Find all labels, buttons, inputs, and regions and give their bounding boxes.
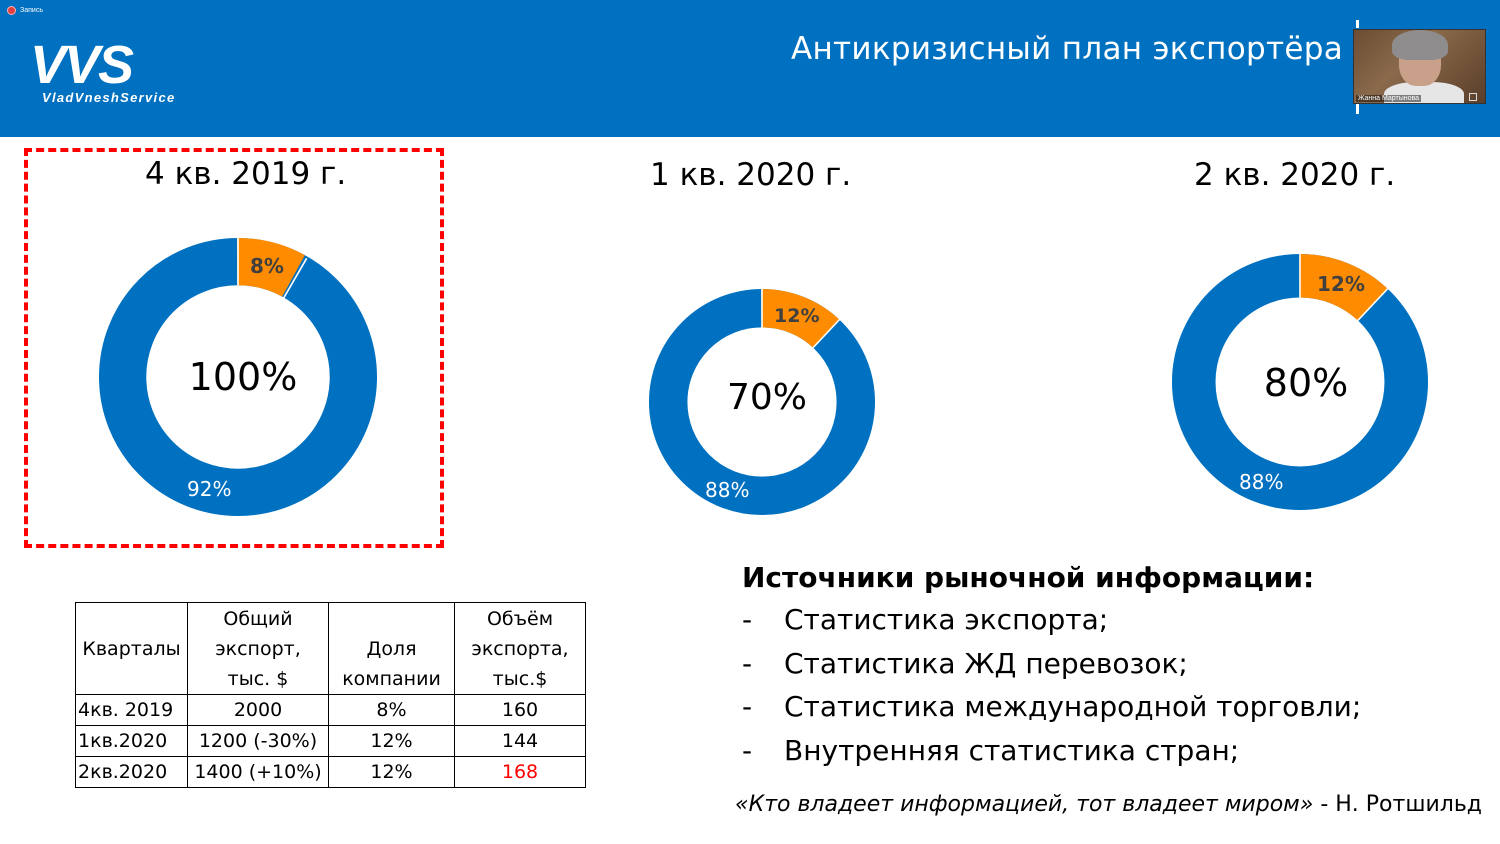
video-edge-marker [1356, 104, 1359, 114]
bullet-dash: - [742, 690, 753, 723]
donut-svg [1172, 254, 1428, 510]
video-edge-marker [1356, 20, 1359, 28]
quote-text: «Кто владеет информацией, тот владеет ми… [735, 792, 1314, 817]
table-cell: 2кв.2020 [75, 756, 188, 788]
segment-label-company: 12% [774, 305, 820, 327]
recording-label: Запись [20, 7, 43, 14]
chart-title-q4-2019: 4 кв. 2019 г. [145, 156, 347, 192]
record-icon [7, 6, 16, 15]
list-item: - Внутренняя статистика стран; [742, 729, 1361, 773]
sources-title: Источники рыночной информации: [742, 561, 1315, 594]
donut-center-label: 70% [726, 377, 807, 418]
bullet-dash: - [742, 733, 753, 767]
company-logo: VVS VladVneshService [30, 38, 200, 108]
video-person-hair [1392, 30, 1448, 60]
segment-label-company: 12% [1317, 272, 1365, 296]
table-header-cell: Доля компании [328, 602, 455, 695]
chart-title-q1-2020: 1 кв. 2020 г. [650, 157, 852, 193]
table-cell: 1400 (+10%) [187, 756, 329, 788]
highlight-frame [24, 148, 444, 548]
donut-center-label: 80% [1263, 361, 1349, 405]
table-row: 1кв.2020 1200 (-30%) 12% 144 [75, 725, 586, 757]
list-item: - Статистика экспорта; [742, 598, 1361, 642]
sources-list: - Статистика экспорта; - Статистика ЖД пер… [742, 598, 1361, 772]
donut-svg [99, 238, 377, 516]
table-cell: 4кв. 2019 [75, 694, 188, 726]
table-cell: 12% [328, 725, 455, 757]
table-cell: 1кв.2020 [75, 725, 188, 757]
table-header-cell: Кварталы [75, 602, 188, 695]
slide-title: Антикризисный план экспортёра [790, 31, 1343, 67]
logo-mark: VVS [30, 35, 134, 95]
segment-label-company: 8% [250, 254, 284, 278]
chart-title-q2-2020: 2 кв. 2020 г. [1194, 157, 1396, 193]
quote-author: - Н. Ротшильд [1313, 792, 1482, 817]
table-cell: 144 [454, 725, 586, 757]
segment-label-others: 88% [705, 478, 750, 502]
table-header-row: Кварталы Общий экспорт, тыс. $ Доля компани… [75, 602, 586, 695]
participant-video-tile[interactable]: Жанна Мартынова [1353, 29, 1486, 104]
highlighted-value-cell: 168 [454, 756, 586, 788]
video-person [1384, 82, 1464, 103]
list-item: - Статистика международной торговли; [742, 685, 1361, 729]
table-cell: 1200 (-30%) [187, 725, 329, 757]
export-data-table: Кварталы Общий экспорт, тыс. $ Доля компани… [75, 602, 586, 788]
table-header-cell: Объём экспорта, тыс.$ [454, 602, 586, 695]
table-cell: 2000 [187, 694, 329, 726]
donut-chart-q1-2020 [649, 289, 875, 515]
bullet-dash: - [742, 646, 753, 680]
quote: «Кто владеет информацией, тот владеет ми… [735, 792, 1482, 817]
donut-center-label: 100% [188, 355, 298, 399]
table-row: 2кв.2020 1400 (+10%) 12% 168 [75, 756, 586, 788]
donut-chart-q4-2019 [99, 238, 377, 516]
recording-indicator: Запись [7, 6, 43, 15]
donut-chart-q2-2020 [1172, 254, 1428, 510]
sources-block: Источники рыночной информации: - Статисти… [742, 558, 1361, 772]
table-cell: 12% [328, 756, 455, 788]
table-cell: 8% [328, 694, 455, 726]
video-status-icon [1469, 93, 1477, 101]
slide-header: Запись VVS VladVneshService Антикризисны… [0, 0, 1500, 137]
donut-svg [649, 289, 875, 515]
logo-wordmark: VladVneshService [42, 90, 176, 105]
table-cell: 160 [454, 694, 586, 726]
list-item: - Статистика ЖД перевозок; [742, 642, 1361, 686]
table-header-cell: Общий экспорт, тыс. $ [187, 602, 329, 695]
segment-label-others: 92% [187, 477, 232, 501]
segment-label-others: 88% [1239, 470, 1284, 494]
table-row: 4кв. 2019 2000 8% 160 [75, 694, 586, 726]
bullet-dash: - [742, 603, 753, 636]
participant-name: Жанна Мартынова [1356, 95, 1422, 102]
